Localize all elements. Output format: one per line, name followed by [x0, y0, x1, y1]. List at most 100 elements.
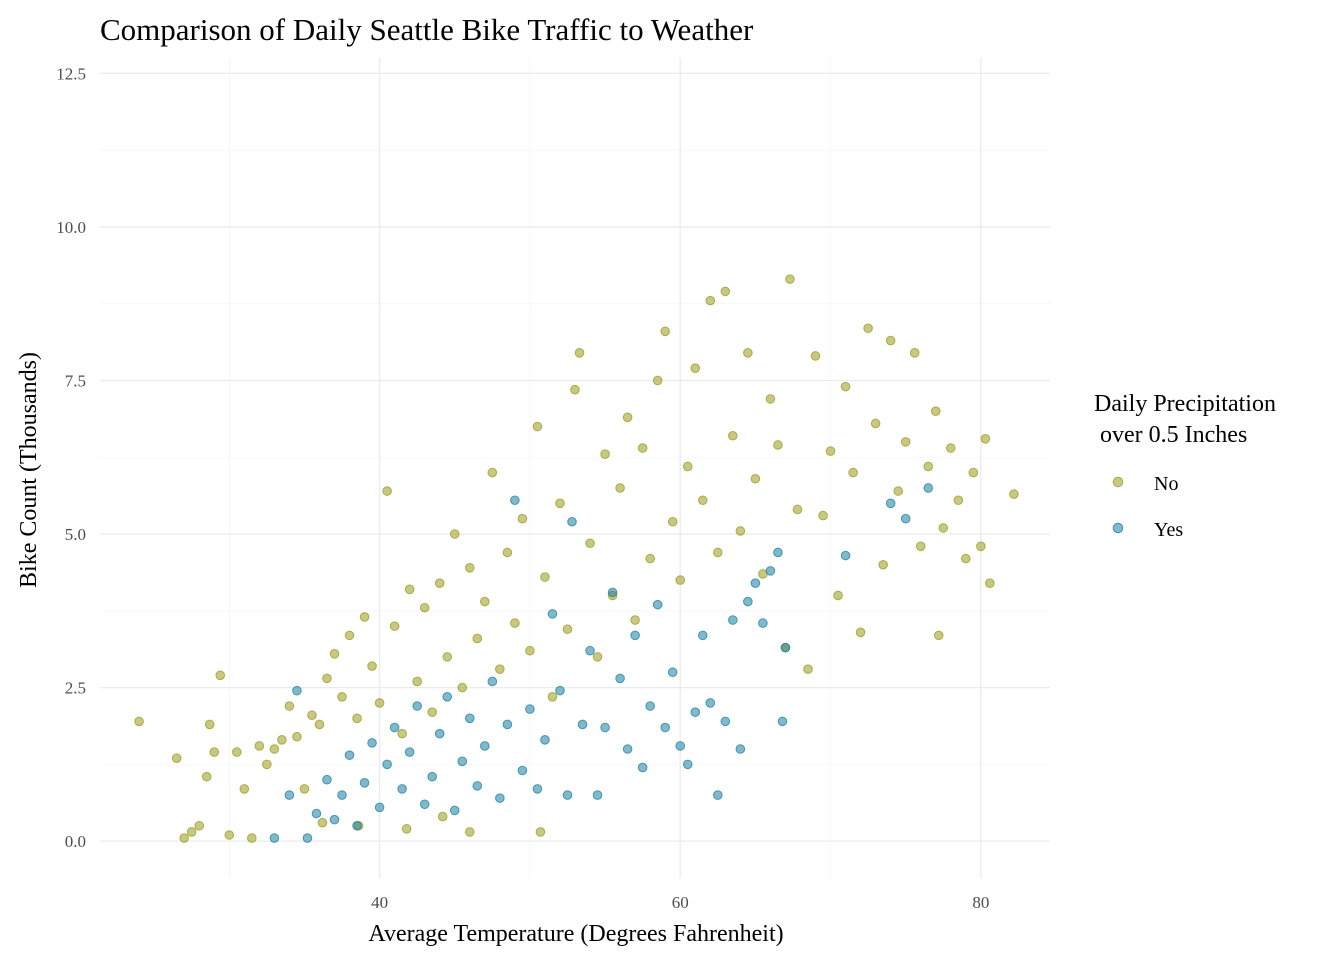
point-no — [961, 553, 971, 564]
point-no — [359, 612, 370, 622]
point-no — [201, 771, 212, 782]
point-yes — [562, 790, 573, 800]
point-yes — [713, 790, 723, 800]
point-yes — [728, 615, 738, 625]
point-no — [480, 596, 490, 607]
point-no — [532, 421, 543, 432]
point-no — [517, 513, 528, 524]
point-yes — [607, 587, 618, 598]
point-yes — [449, 805, 460, 816]
point-no — [953, 495, 964, 506]
point-no — [933, 630, 944, 641]
point-no — [179, 833, 189, 843]
point-no — [735, 526, 746, 536]
point-no — [574, 348, 585, 358]
y-tick-label: 5.0 — [65, 525, 86, 544]
point-no — [773, 440, 783, 450]
y-axis-ticks: 0.0 2.5 5.0 7.5 10.0 12.5 — [56, 64, 86, 851]
point-yes — [517, 765, 528, 776]
legend-label-no: No — [1154, 473, 1178, 495]
point-no — [449, 529, 460, 539]
point-no — [277, 734, 287, 745]
point-no — [401, 824, 412, 834]
point-no — [194, 820, 205, 831]
point-no — [690, 363, 701, 373]
point-no — [314, 719, 325, 730]
point-no — [254, 741, 265, 751]
point-yes — [547, 609, 558, 619]
point-yes — [777, 716, 788, 727]
grid — [100, 58, 1050, 878]
point-yes — [434, 728, 445, 739]
point-yes — [667, 667, 678, 678]
point-no — [930, 406, 941, 416]
point-yes — [592, 790, 603, 800]
point-yes — [923, 483, 934, 493]
point-no — [317, 817, 328, 828]
point-no — [464, 563, 475, 573]
point-no — [307, 710, 317, 721]
point-yes — [382, 759, 392, 770]
point-no — [863, 323, 873, 334]
point-no — [697, 495, 708, 506]
point-yes — [600, 722, 610, 733]
point-no — [502, 547, 513, 558]
point-yes — [495, 793, 505, 803]
point-yes — [457, 756, 468, 767]
point-yes — [359, 777, 370, 788]
point-yes — [412, 701, 422, 711]
point-no — [810, 351, 821, 361]
point-no — [247, 833, 257, 843]
data-points — [134, 274, 1019, 843]
point-no — [909, 348, 920, 358]
point-no — [645, 553, 655, 564]
point-no — [562, 624, 573, 635]
point-no — [337, 692, 347, 702]
point-no — [592, 652, 603, 662]
point-yes — [442, 692, 453, 702]
point-yes — [840, 550, 851, 561]
point-no — [833, 590, 843, 601]
point-no — [705, 295, 716, 306]
point-yes — [367, 738, 377, 748]
point-yes — [758, 618, 768, 628]
point-yes — [540, 734, 550, 745]
point-no — [510, 618, 520, 628]
point-yes — [585, 645, 595, 656]
point-no — [682, 461, 693, 472]
point-yes — [885, 498, 896, 509]
point-no — [535, 827, 546, 837]
legend-key-no — [1112, 476, 1124, 488]
point-no — [660, 326, 670, 337]
point-no — [239, 784, 250, 794]
point-no — [442, 652, 453, 662]
point-no — [585, 538, 595, 549]
point-no — [743, 348, 753, 358]
point-no — [980, 434, 991, 444]
legend-key-yes — [1112, 522, 1124, 534]
legend-label-yes: Yes — [1154, 519, 1183, 541]
point-no — [1009, 489, 1019, 499]
point-no — [675, 575, 686, 585]
point-yes — [284, 790, 295, 800]
point-no — [419, 602, 430, 613]
point-yes — [645, 701, 655, 711]
point-yes — [464, 713, 475, 724]
point-no — [224, 830, 235, 840]
point-no — [713, 547, 723, 558]
point-no — [525, 645, 535, 656]
point-yes — [567, 516, 577, 527]
point-no — [457, 682, 468, 693]
point-yes — [765, 566, 776, 576]
y-tick-label: 12.5 — [56, 64, 86, 83]
x-tick-label: 60 — [672, 893, 689, 912]
point-no — [437, 811, 448, 822]
point-yes — [705, 698, 716, 708]
point-yes — [472, 781, 483, 791]
point-yes — [615, 673, 625, 684]
point-yes — [419, 799, 430, 810]
point-yes — [344, 750, 355, 760]
point-yes — [690, 707, 701, 717]
point-no — [367, 661, 377, 671]
point-no — [171, 753, 182, 764]
